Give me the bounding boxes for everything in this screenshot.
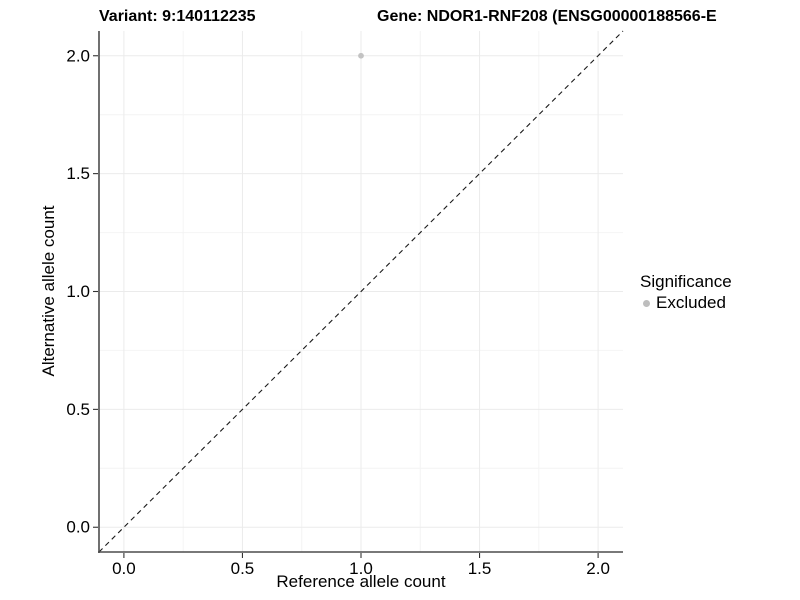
- plot-title-gene: Gene: NDOR1-RNF208 (ENSG00000188566-E: [377, 8, 717, 25]
- x-tick-label: 1.0: [349, 559, 373, 578]
- x-tick-label: 0.0: [112, 559, 136, 578]
- legend: Significance Excluded: [640, 272, 732, 313]
- identity-dashed-line: [98, 30, 624, 553]
- legend-title: Significance: [640, 272, 732, 291]
- legend-item-label: Excluded: [656, 293, 726, 312]
- x-tick-label: 0.5: [231, 559, 255, 578]
- x-tick-label: 2.0: [586, 559, 610, 578]
- y-tick-label: 1.0: [66, 282, 90, 301]
- legend-item-excluded: Excluded: [640, 293, 732, 313]
- data-point-excluded: [358, 52, 364, 59]
- y-tick-label: 0.5: [66, 400, 90, 419]
- y-axis-title: Alternative allele count: [39, 205, 58, 377]
- x-axis-title: Reference allele count: [276, 572, 446, 591]
- y-tick-label: 0.0: [66, 518, 90, 537]
- y-tick-label: 2.0: [66, 46, 90, 65]
- x-tick-label: 1.5: [468, 559, 492, 578]
- plot-title-variant: Variant: 9:140112235: [99, 8, 256, 25]
- y-tick-label: 1.5: [66, 164, 90, 183]
- legend-point-icon: [643, 299, 650, 307]
